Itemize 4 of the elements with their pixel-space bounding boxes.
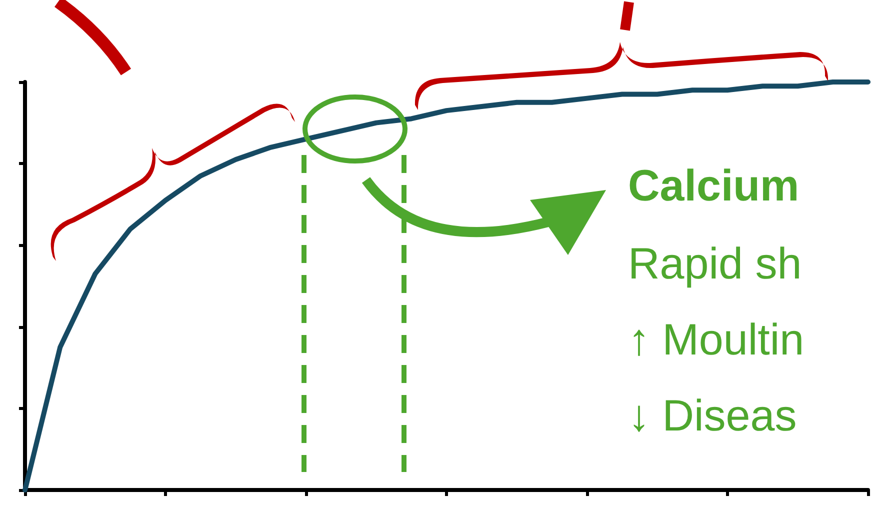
annotation: ↓ Diseas	[628, 392, 797, 440]
annotation: Rapid sh	[628, 240, 802, 288]
annotation: Calcium	[628, 162, 800, 210]
annotation: ↑ Moultin	[628, 316, 804, 364]
